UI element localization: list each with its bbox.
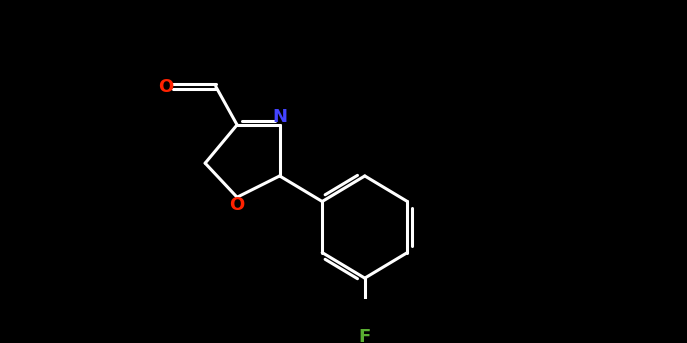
Text: N: N — [272, 108, 287, 126]
Text: F: F — [359, 328, 371, 343]
Text: O: O — [229, 196, 245, 214]
Text: O: O — [158, 78, 173, 96]
